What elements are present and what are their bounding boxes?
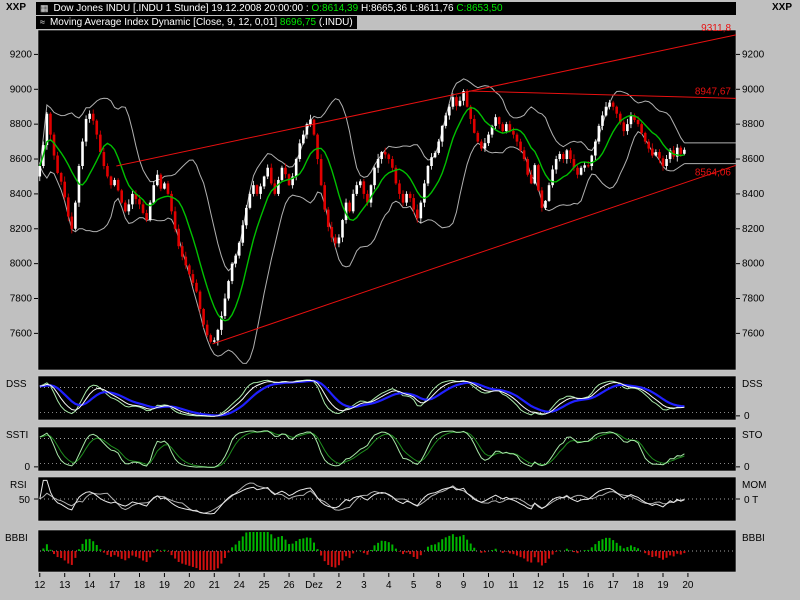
candlestick-chart-icon: ▦ bbox=[40, 3, 49, 13]
price-tick-label-right: 8400 bbox=[742, 189, 765, 200]
price-tick-label-left: 8800 bbox=[10, 119, 33, 130]
date-tick-label: 12 bbox=[34, 580, 46, 591]
date-tick-label: 12 bbox=[533, 580, 545, 591]
panel-label-dss-right: DSS bbox=[742, 379, 763, 390]
wave-icon: ≈ bbox=[40, 17, 45, 27]
date-tick-label: 26 bbox=[284, 580, 296, 591]
date-tick-label: 16 bbox=[583, 580, 595, 591]
date-tick-label: 21 bbox=[209, 580, 221, 591]
header-text-segment: O:8614,39 bbox=[311, 3, 361, 14]
panel-label-rsi-left: RSI bbox=[10, 480, 27, 491]
panel-label-dss-left: DSS bbox=[6, 379, 27, 390]
header-text-segment: (.INDU) bbox=[316, 17, 353, 28]
price-tick-label-right: 9000 bbox=[742, 84, 765, 95]
panel-label-rsi-right: MOM bbox=[742, 480, 766, 491]
header-text-segment: Dow Jones INDU [.INDU 1 Stunde] 19.12.20… bbox=[53, 3, 312, 14]
price-tick-label-left: 8200 bbox=[10, 224, 33, 235]
indicator-title-bar[interactable]: ≈ Moving Average Index Dynamic [Close, 9,… bbox=[36, 16, 357, 29]
panel-label-bbbi-left: BBBI bbox=[5, 533, 28, 544]
corner-label-left: XXP bbox=[6, 2, 27, 13]
panel-zero-dss: 0 bbox=[744, 411, 750, 422]
price-tick-label-right: 8600 bbox=[742, 154, 765, 165]
date-tick-label: 18 bbox=[633, 580, 645, 591]
panel-mid-rsi: 50 bbox=[19, 495, 31, 506]
date-tick-label: 13 bbox=[59, 580, 71, 591]
date-tick-label: 14 bbox=[84, 580, 96, 591]
header-text-segment: C:8653,50 bbox=[456, 3, 503, 14]
date-tick-label: 9 bbox=[461, 580, 467, 591]
date-tick-label: 17 bbox=[608, 580, 620, 591]
bbbi-histogram bbox=[42, 532, 686, 570]
moving-average-line bbox=[39, 106, 685, 322]
date-tick-label: 10 bbox=[483, 580, 495, 591]
header-text-segment: H:8665,36 L:8611,76 bbox=[360, 3, 457, 14]
trend-lines: 8564,06 9311,8 8947,67 bbox=[116, 23, 737, 345]
price-tick-label-right: 8200 bbox=[742, 224, 765, 235]
date-tick-label: 20 bbox=[184, 580, 196, 591]
main-price-chart[interactable]: 8564,06 9311,8 8947,67 bbox=[38, 23, 737, 364]
price-tick-label-left: 8600 bbox=[10, 154, 33, 165]
panel-label-bbbi-right: BBBI bbox=[742, 533, 765, 544]
date-tick-label: 8 bbox=[436, 580, 442, 591]
price-tick-label-left: 7600 bbox=[10, 328, 33, 339]
date-tick-label: Dez bbox=[305, 580, 323, 591]
price-tick-label-left: 9200 bbox=[10, 49, 33, 60]
date-tick-label: 24 bbox=[234, 580, 246, 591]
panel-mid-mom: 0 T bbox=[744, 495, 758, 506]
trend-line-label: 8564,06 bbox=[695, 167, 732, 178]
date-tick-label: 11 bbox=[508, 580, 519, 591]
price-tick-label-left: 8400 bbox=[10, 189, 33, 200]
price-tick-label-left: 7800 bbox=[10, 294, 33, 305]
indicator-panels[interactable] bbox=[39, 379, 734, 570]
header-text-segment: 8696,75 bbox=[279, 17, 317, 28]
corner-label-right: XXP bbox=[771, 2, 792, 13]
date-tick-label: 17 bbox=[109, 580, 121, 591]
panel-label-sto-left: SSTI bbox=[6, 430, 28, 441]
price-tick-label-right: 8800 bbox=[742, 119, 765, 130]
chart-title: Dow Jones INDU [.INDU 1 Stunde] 19.12.20… bbox=[54, 3, 503, 14]
price-tick-label-right: 9200 bbox=[742, 49, 765, 60]
date-tick-label: 2 bbox=[336, 580, 342, 591]
date-tick-label: 20 bbox=[682, 580, 694, 591]
header-text-segment: Moving Average Index Dynamic [Close, 9, … bbox=[49, 17, 280, 28]
date-tick-label: 25 bbox=[259, 580, 271, 591]
date-tick-label: 19 bbox=[159, 580, 171, 591]
trend-line-label: 9311,8 bbox=[701, 23, 731, 34]
trend-line-label: 8947,67 bbox=[695, 86, 732, 97]
indicator-title: Moving Average Index Dynamic [Close, 9, … bbox=[50, 17, 353, 28]
date-tick-label: 5 bbox=[411, 580, 417, 591]
date-tick-label: 18 bbox=[134, 580, 146, 591]
date-tick-label: 4 bbox=[386, 580, 392, 591]
price-tick-label-left: 8000 bbox=[10, 259, 33, 270]
date-tick-label: 15 bbox=[558, 580, 570, 591]
panel-zero-sto-right: 0 bbox=[744, 462, 750, 473]
panel-zero-sto-left: 0 bbox=[24, 462, 30, 473]
chart-title-bar[interactable]: ▦ Dow Jones INDU [.INDU 1 Stunde] 19.12.2… bbox=[36, 2, 736, 15]
price-tick-label-right: 7600 bbox=[742, 328, 765, 339]
candlesticks[interactable] bbox=[38, 89, 686, 346]
panel-side-labels: DSS DSS 0 SSTI 0 STO 0 RSI 50 MOM 0 T BBBI BBBI bbox=[5, 379, 766, 544]
panel-label-sto-right: STO bbox=[742, 430, 763, 441]
date-tick-label: 19 bbox=[657, 580, 669, 591]
panel-backgrounds bbox=[37, 29, 737, 573]
price-tick-label-right: 8000 bbox=[742, 259, 765, 270]
volatility-bands bbox=[39, 78, 736, 364]
date-tick-label: 3 bbox=[361, 580, 367, 591]
price-tick-label-left: 9000 bbox=[10, 84, 33, 95]
price-tick-label-right: 7800 bbox=[742, 294, 765, 305]
